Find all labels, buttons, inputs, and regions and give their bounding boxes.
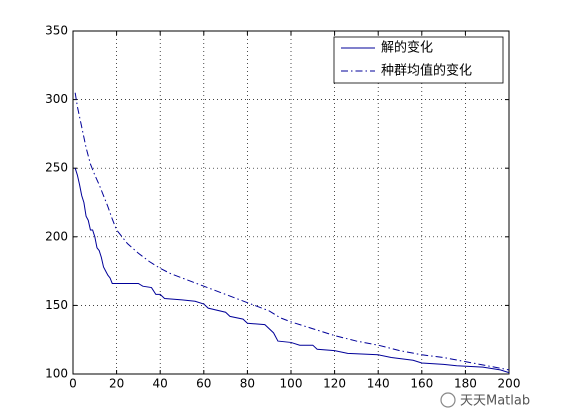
y-tick-label: 300 xyxy=(45,92,68,106)
watermark-text: 天天Matlab xyxy=(460,394,530,409)
x-tick-label: 20 xyxy=(109,377,124,391)
x-tick-label: 40 xyxy=(153,377,168,391)
data-line xyxy=(74,92,510,371)
x-tick-label: 60 xyxy=(196,377,211,391)
plot-area xyxy=(72,30,510,375)
y-tick-label: 150 xyxy=(45,298,68,312)
y-tick-label: 200 xyxy=(45,229,68,243)
y-tick-label: 100 xyxy=(45,367,68,381)
x-tick-label: 120 xyxy=(323,377,346,391)
x-tick-label: 180 xyxy=(454,377,477,391)
watermark: 天天Matlab xyxy=(440,392,530,409)
legend-label: 种群均值的变化 xyxy=(381,63,472,79)
legend-label: 解的变化 xyxy=(381,40,433,56)
y-tick-label: 250 xyxy=(45,161,68,175)
watermark-icon xyxy=(440,392,456,408)
x-tick-label: 160 xyxy=(410,377,433,391)
legend-frame xyxy=(333,36,504,84)
x-tick-label: 140 xyxy=(367,377,390,391)
data-line xyxy=(74,168,510,374)
x-tick-label: 0 xyxy=(69,377,77,391)
y-tick-label: 350 xyxy=(45,24,68,38)
x-tick-label: 200 xyxy=(498,377,521,391)
x-tick-label: 100 xyxy=(280,377,303,391)
x-tick-label: 80 xyxy=(240,377,255,391)
